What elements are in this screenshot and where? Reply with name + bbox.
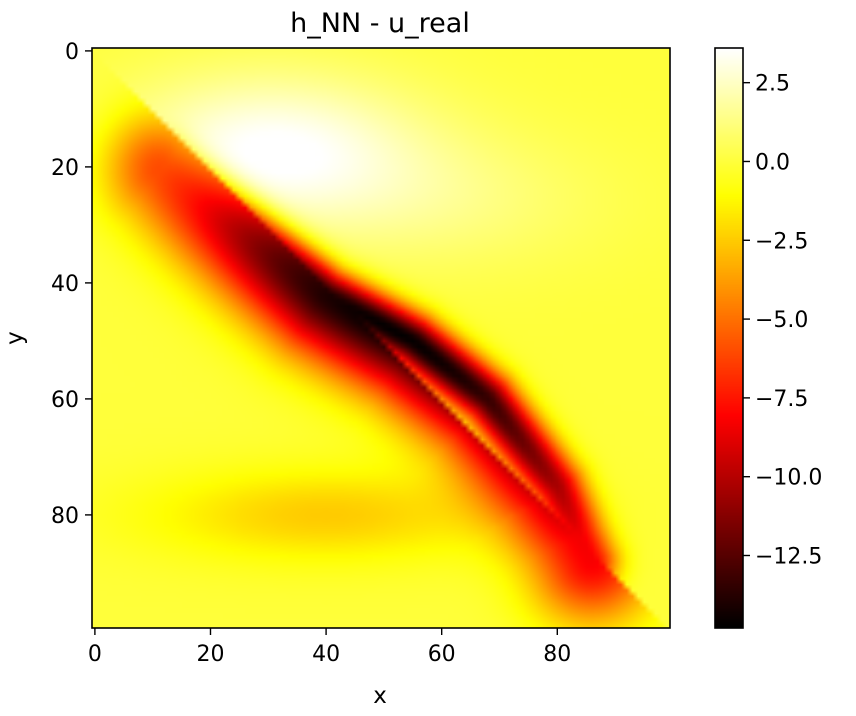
x-tick-label: 40 [312,642,340,667]
colorbar-tick-label: 0.0 [755,150,790,175]
x-tick-label: 80 [543,642,571,667]
y-axis: 0 20 40 60 80 [51,40,92,529]
colorbar-tick-label: 2.5 [755,72,790,97]
x-tick-label: 60 [428,642,456,667]
x-axis: 0 20 40 60 80 [88,628,571,667]
y-tick-label: 80 [51,504,79,529]
chart-title: h_NN - u_real [290,8,470,39]
heatmap-image [92,48,670,628]
colorbar-gradient [715,48,743,628]
heatmap [91,47,671,629]
y-tick-label: 0 [65,40,79,65]
y-tick-label: 40 [51,272,79,297]
colorbar-frame [714,47,744,629]
colorbar-ticks: 2.5 0.0 −2.5 −5.0 −7.5 −10.0 −12.5 [743,72,822,570]
colorbar-tick-label: −12.5 [755,545,822,570]
colorbar: 2.5 0.0 −2.5 −5.0 −7.5 −10.0 −12.5 [714,47,822,629]
x-tick-label: 20 [196,642,224,667]
x-tick-label: 0 [88,642,102,667]
colorbar-tick-label: −7.5 [755,387,808,412]
x-axis-label: x [373,683,387,709]
y-tick-label: 20 [51,156,79,181]
y-tick-label: 60 [51,388,79,413]
y-axis-label: y [2,331,28,345]
plot-frame [91,47,671,629]
colorbar-tick-label: −10.0 [755,466,822,491]
colorbar-tick-label: −5.0 [755,308,808,333]
colorbar-tick-label: −2.5 [755,229,808,254]
